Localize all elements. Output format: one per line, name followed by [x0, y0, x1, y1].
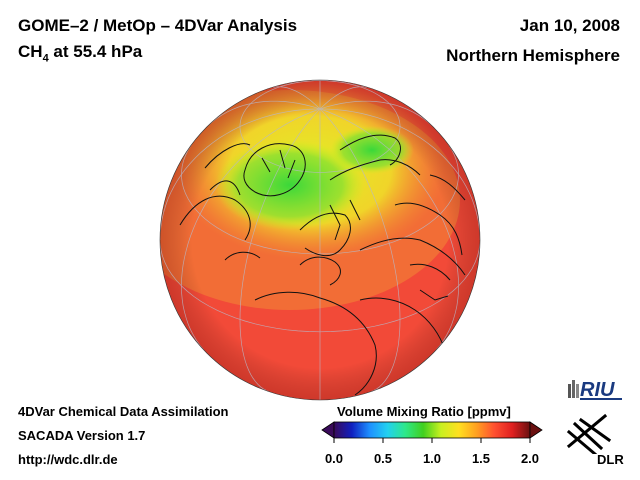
map-region: Northern Hemisphere [446, 46, 620, 65]
longitude-line [319, 86, 368, 110]
colorbar-tick-label: 0.5 [374, 451, 392, 466]
longitude-line [319, 108, 459, 351]
colorbar-gradient [333, 421, 531, 439]
map-date: Jan 10, 2008 [519, 16, 620, 35]
colorbar-tick-label: 1.0 [423, 451, 441, 466]
footer-line-1: 4DVar Chemical Data Assimilation [18, 404, 229, 419]
map-title: GOME–2 / MetOp – 4DVar Analysis [18, 16, 298, 35]
footer-line-2: SACADA Version 1.7 [18, 428, 146, 443]
longitude-line [239, 108, 321, 393]
longitude-line [319, 108, 401, 393]
pressure-level: at 55.4 hPa [48, 42, 143, 61]
colorbar-tick-label: 2.0 [521, 451, 539, 466]
colorbar-tick-label: 0.0 [325, 451, 343, 466]
colorbar-title: Volume Mixing Ratio [ppmv] [337, 404, 511, 419]
graticule [160, 80, 480, 400]
dlr-label: DLR [597, 452, 624, 467]
longitude-line [207, 100, 321, 127]
dlr-logo-icon [566, 413, 612, 454]
longitude-line [319, 108, 480, 241]
globe-outline [159, 79, 481, 401]
longitude-line [272, 86, 321, 110]
riu-logo: RIU [568, 379, 622, 401]
colorbar-min-arrow [321, 421, 335, 439]
longitude-line [319, 100, 433, 127]
riu-text: RIU [580, 379, 615, 401]
footer-url-link[interactable]: http://wdc.dlr.de [18, 452, 118, 467]
longitude-line [181, 108, 321, 351]
species-subscript: 4 [42, 52, 49, 65]
coastlines [179, 134, 466, 396]
species-label: CH [18, 42, 43, 61]
colorbar-max-arrow [529, 421, 543, 439]
colorbar-tick-label: 1.5 [472, 451, 490, 466]
map-subtitle: CH4 at 55.4 hPa [18, 42, 142, 64]
longitude-line [160, 108, 321, 241]
